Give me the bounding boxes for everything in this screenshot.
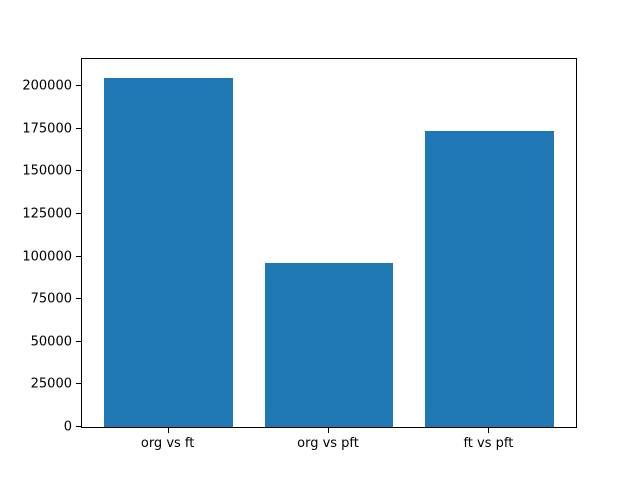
y-tick-mark: [76, 426, 81, 427]
x-tick-label: org vs pft: [297, 436, 359, 451]
y-tick-label: 200000: [22, 78, 72, 94]
y-tick-mark: [76, 340, 81, 342]
plot-area: [81, 58, 577, 428]
x-tick-mark: [328, 428, 329, 433]
y-tick-label: 25000: [30, 376, 72, 392]
y-tick-label: 175000: [22, 121, 72, 137]
bar-org-vs-ft: [104, 77, 233, 427]
x-tick-mark: [488, 428, 490, 433]
x-tick-label: ft vs pft: [463, 436, 514, 451]
x-tick-label: org vs ft: [140, 436, 195, 451]
bar-ft-vs-pft: [425, 130, 554, 427]
y-tick-mark: [76, 255, 81, 257]
y-tick-mark: [76, 85, 81, 87]
y-tick-label: 125000: [22, 206, 72, 222]
y-tick-label: 50000: [30, 334, 72, 350]
y-tick-label: 150000: [22, 163, 72, 179]
y-tick-mark: [76, 213, 81, 215]
y-tick-label: 0: [63, 419, 72, 435]
y-tick-mark: [76, 127, 81, 129]
y-tick-label: 100000: [22, 249, 72, 265]
y-tick-label: 75000: [30, 291, 72, 307]
y-tick-mark: [76, 298, 81, 300]
y-tick-mark: [76, 383, 81, 385]
y-tick-mark: [76, 170, 81, 172]
x-tick-mark: [167, 428, 169, 433]
bar-org-vs-pft: [264, 263, 394, 427]
